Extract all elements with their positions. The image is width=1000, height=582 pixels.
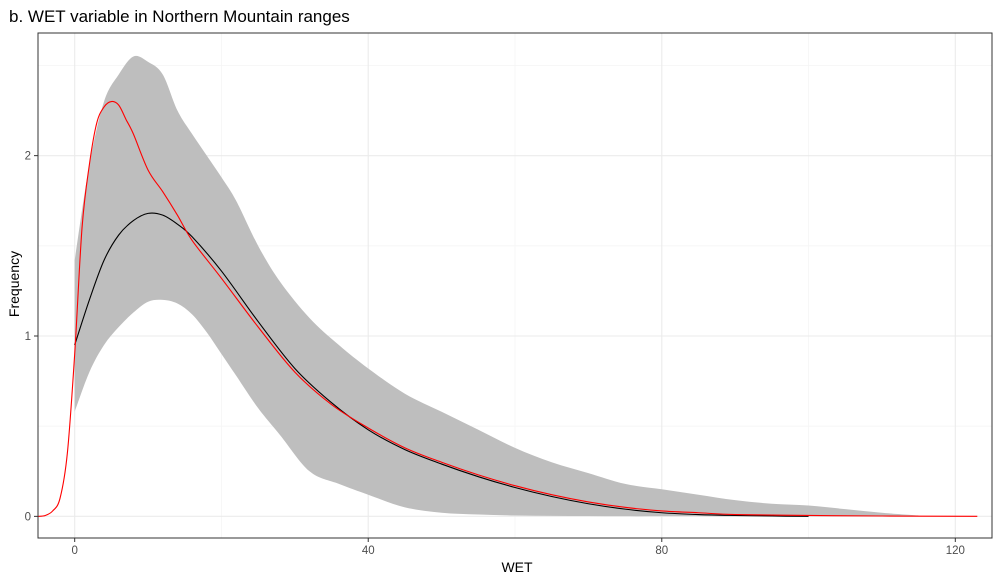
x-tick-label: 80	[655, 545, 668, 557]
plot-panel	[37, 32, 993, 539]
y-tick-label: 0	[25, 511, 31, 523]
chart-title: b. WET variable in Northern Mountain ran…	[9, 7, 350, 26]
x-tick-label: 40	[362, 545, 375, 557]
y-tick-label: 2	[25, 151, 31, 163]
minor-gridlines	[38, 33, 992, 538]
y-axis: 0 1 2	[25, 151, 38, 523]
y-tick-label: 1	[25, 331, 31, 343]
y-axis-title: Frequency	[6, 251, 22, 317]
confidence-band	[74, 55, 919, 517]
x-axis-title: WET	[501, 559, 533, 575]
x-tick-label: 120	[946, 545, 965, 557]
panel-border	[37, 32, 993, 539]
x-tick-label: 0	[71, 545, 77, 557]
x-axis: 0 40 80 120	[71, 538, 965, 557]
observed-density-line	[37, 100, 978, 517]
